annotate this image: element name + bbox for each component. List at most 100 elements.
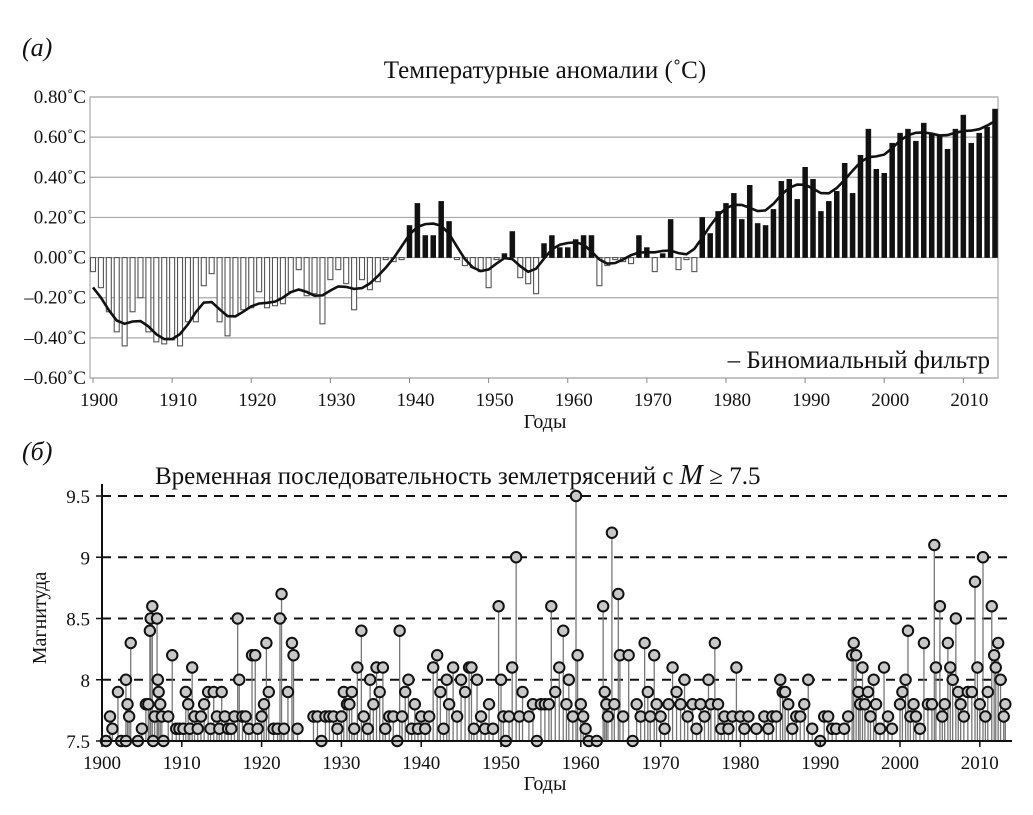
x-tick-label: 1970 — [642, 753, 680, 774]
earthquake-marker — [446, 661, 460, 674]
earthquake-marker — [616, 710, 630, 723]
earthquake-marker — [802, 673, 815, 686]
earthquake-marker — [690, 722, 703, 735]
earthquake-marker — [909, 710, 923, 723]
earthquake-marker — [249, 649, 262, 662]
temperature-bar — [596, 257, 603, 287]
earthquake-marker — [774, 673, 787, 686]
earthquake-marker — [363, 673, 377, 686]
earthquake-marker — [357, 710, 370, 723]
earthquake-marker — [925, 698, 939, 711]
temperature-bar — [161, 257, 168, 345]
earthquake-marker — [549, 685, 562, 699]
earthquake-marker — [367, 698, 380, 711]
temperature-bar — [240, 257, 247, 311]
y-tick-label: –0.20˚C — [23, 288, 86, 309]
y-tick-label: 0.20˚C — [34, 207, 86, 228]
earthquake-marker — [869, 698, 883, 711]
earthquake-marker — [361, 722, 374, 735]
temperature-bar — [881, 173, 887, 258]
x-tick-label: 2010 — [950, 390, 988, 411]
temperature-bar — [889, 142, 895, 258]
temperature-bar — [366, 257, 373, 291]
x-tick-label: 1990 — [801, 753, 839, 774]
temperature-bar — [414, 203, 421, 258]
earthquake-marker — [896, 685, 909, 699]
temperature-bar — [683, 257, 690, 261]
earthquake-marker — [285, 636, 299, 650]
temperature-chart-title: Температурные аномалии (˚C) — [384, 57, 706, 84]
earthquake-marker — [997, 710, 1010, 723]
earthquake-y-label: Магнитуда — [29, 572, 51, 665]
earthquake-marker — [698, 710, 711, 723]
earthquake-marker — [893, 698, 907, 711]
temperature-bar — [865, 128, 872, 258]
earthquake-marker — [608, 698, 621, 711]
temperature-bar — [928, 132, 935, 258]
temperature-legend: – Биномиальный фильтр — [727, 347, 990, 374]
temperature-bar — [224, 257, 231, 337]
temperature-bar — [279, 257, 286, 305]
earthquake-marker — [605, 526, 619, 539]
earthquake-marker — [179, 685, 192, 699]
earthquake-marker — [999, 698, 1012, 711]
temperature-bar — [137, 257, 144, 299]
earthquake-marker — [569, 489, 583, 503]
earthquake-marker — [257, 698, 271, 711]
temperature-bar — [675, 257, 682, 271]
earthquake-marker — [579, 722, 592, 735]
x-tick-label: 1910 — [159, 390, 197, 411]
earthquake-marker — [542, 698, 556, 711]
earthquake-marker — [566, 710, 580, 723]
temperature-bar — [921, 122, 927, 258]
earthquake-marker — [562, 673, 576, 686]
earthquake-marker — [408, 698, 422, 711]
y-tick-label: –0.60˚C — [23, 368, 86, 389]
earthquake-marker — [343, 698, 356, 711]
earthquake-marker — [987, 649, 1001, 662]
x-tick-label: 2000 — [871, 390, 909, 411]
temperature-bar — [200, 257, 207, 287]
earthquake-marker — [281, 685, 295, 699]
temperature-bar — [398, 257, 405, 261]
temperature-bar — [778, 181, 785, 258]
earthquake-marker — [598, 685, 611, 699]
earthquake-marker — [275, 587, 288, 601]
earthquake-marker — [973, 698, 986, 711]
earthquake-marker — [946, 673, 959, 686]
temperature-bar — [762, 225, 769, 258]
temperature-bar — [129, 257, 136, 313]
earthquake-marker — [395, 710, 409, 723]
temperature-bar — [446, 221, 452, 258]
earthquake-marker — [122, 710, 136, 723]
earthquake-marker — [957, 710, 971, 723]
earthquake-marker — [994, 673, 1007, 686]
x-tick-label: 1930 — [317, 390, 355, 411]
earthquake-marker — [929, 661, 943, 674]
earthquake-marker — [277, 722, 291, 735]
x-tick-label: 2000 — [881, 753, 919, 774]
earthquake-marker — [681, 710, 694, 723]
x-tick-label: 1920 — [243, 753, 281, 774]
temperature-bar — [984, 126, 990, 258]
earthquake-marker — [399, 685, 412, 699]
earthquake-marker — [197, 698, 211, 711]
temperature-bar — [287, 257, 294, 293]
temperature-bar — [944, 148, 951, 258]
temperature-bar — [358, 257, 366, 281]
temperature-x-ticks: 1900 1910 1920 1930 1940 1950 1960 1970 1980 1990… — [80, 378, 988, 411]
earthquake-marker — [467, 722, 481, 735]
earthquake-marker — [426, 661, 440, 674]
earthquake-marker — [917, 636, 931, 650]
earthquake-marker — [650, 698, 663, 711]
earthquake-marker — [492, 600, 505, 613]
earthquake-marker — [553, 661, 566, 674]
earthquake-marker — [899, 673, 912, 686]
temperature-bar — [849, 193, 856, 258]
earthquake-marker — [949, 612, 963, 625]
temperature-bar — [651, 257, 658, 273]
title-part-1: Временная последовательность землетрясен… — [155, 463, 680, 490]
temperature-bar — [897, 132, 903, 258]
earthquake-marker — [944, 661, 957, 674]
earthquake-marker — [979, 710, 992, 723]
